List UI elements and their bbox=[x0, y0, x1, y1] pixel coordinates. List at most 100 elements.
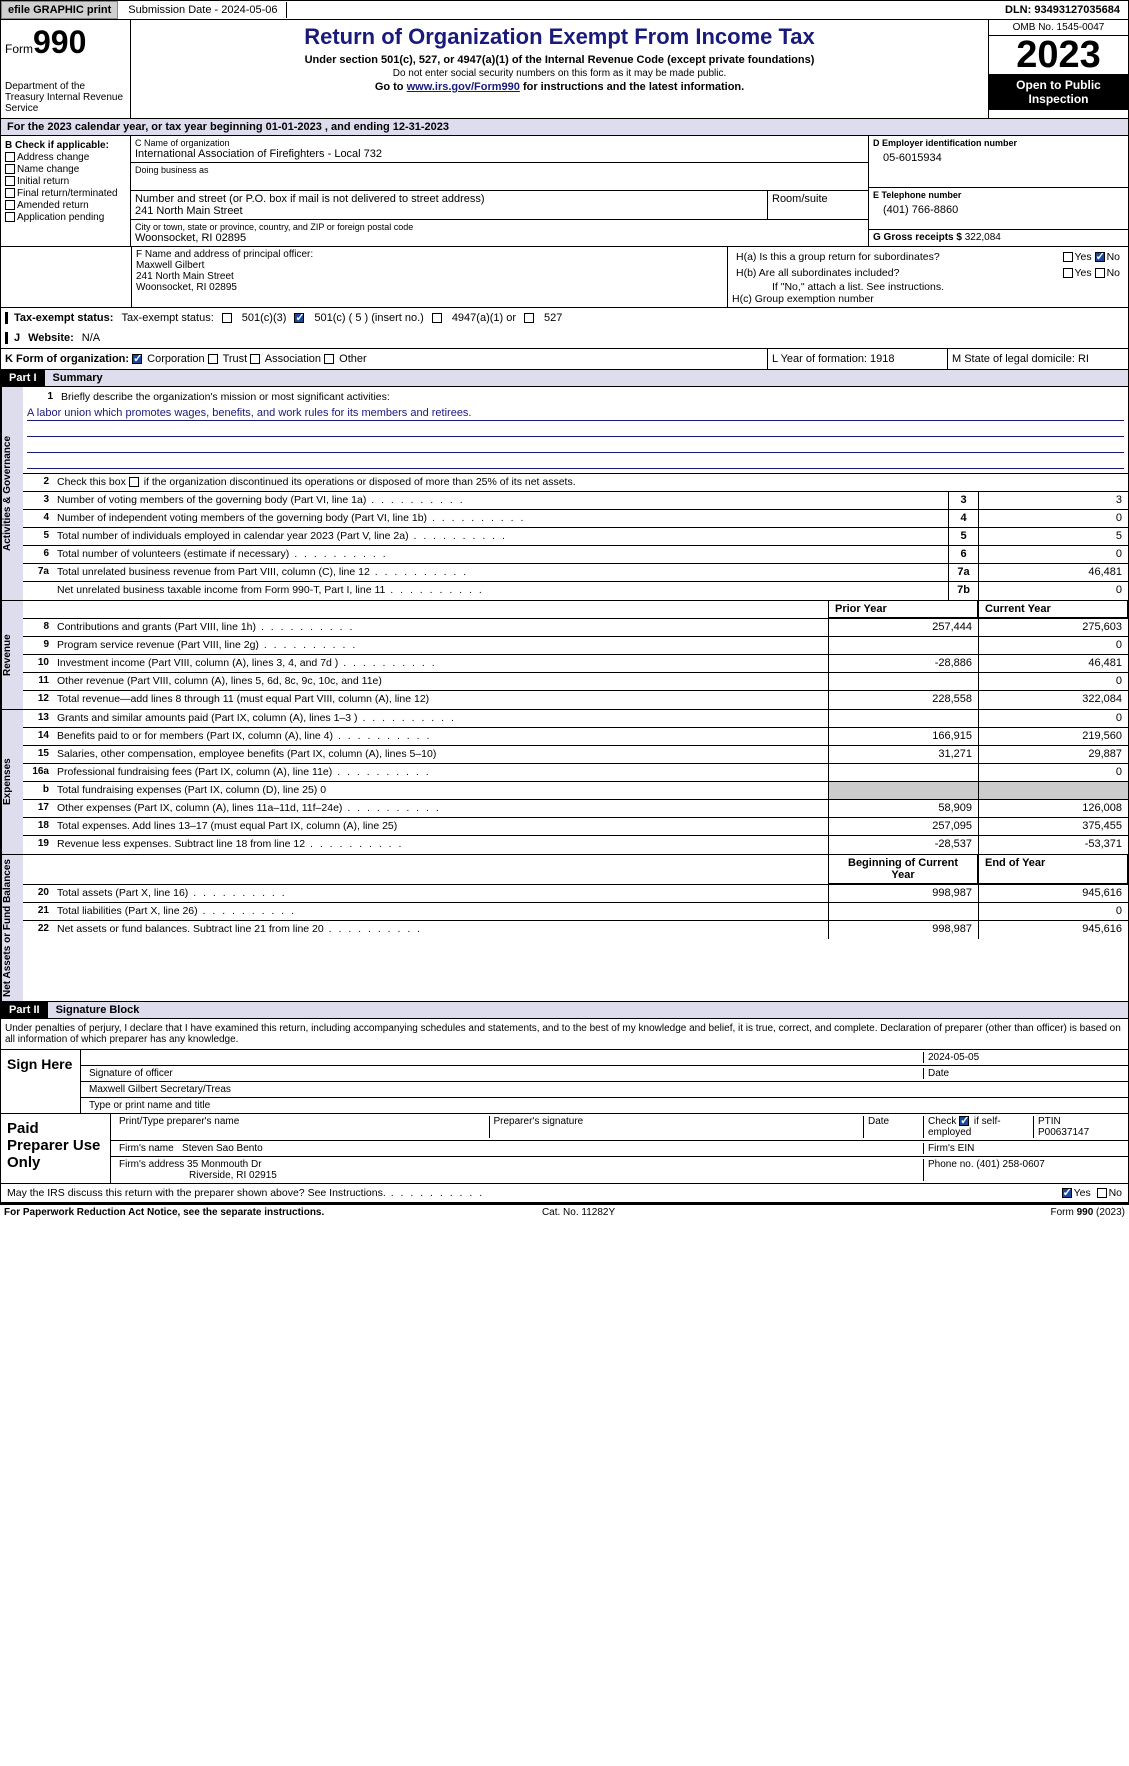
phone-label: E Telephone number bbox=[873, 190, 1124, 200]
efile-print-button[interactable]: efile GRAPHIC print bbox=[1, 1, 118, 19]
sign-here-label: Sign Here bbox=[1, 1050, 81, 1113]
gross-receipts-label: G Gross receipts $ bbox=[873, 232, 962, 243]
line-18: Total expenses. Add lines 13–17 (must eq… bbox=[53, 818, 828, 835]
line-3: Number of voting members of the governin… bbox=[53, 492, 948, 509]
p19: -28,537 bbox=[828, 836, 978, 854]
part1-title: Summary bbox=[45, 370, 1128, 386]
chk-name-change[interactable]: Name change bbox=[5, 164, 126, 175]
room-label: Room/suite bbox=[772, 193, 864, 205]
department: Department of the Treasury Internal Reve… bbox=[5, 81, 126, 114]
discuss-question: May the IRS discuss this return with the… bbox=[7, 1187, 484, 1199]
chk-assoc[interactable] bbox=[250, 354, 260, 364]
p17: 58,909 bbox=[828, 800, 978, 817]
ha-no[interactable] bbox=[1095, 252, 1105, 262]
submission-date: Submission Date - 2024-05-06 bbox=[120, 2, 286, 18]
c14: 219,560 bbox=[978, 728, 1128, 745]
h-a-question: H(a) Is this a group return for subordin… bbox=[736, 251, 1000, 263]
date-lbl: Date bbox=[924, 1068, 1124, 1079]
year-formation: L Year of formation: 1918 bbox=[768, 349, 948, 369]
vtab-revenue: Revenue bbox=[1, 601, 23, 709]
p8: 257,444 bbox=[828, 619, 978, 636]
chk-trust[interactable] bbox=[208, 354, 218, 364]
org-name-label: C Name of organization bbox=[135, 138, 864, 148]
dba-label: Doing business as bbox=[135, 165, 864, 175]
phone: (401) 766-8860 bbox=[873, 200, 1124, 216]
discuss-yes[interactable] bbox=[1062, 1188, 1072, 1198]
mission-label: Briefly describe the organization's miss… bbox=[57, 389, 1124, 405]
prep-date-lbl: Date bbox=[864, 1116, 924, 1138]
sign-date: 2024-05-05 bbox=[924, 1052, 1124, 1063]
chk-amended-return[interactable]: Amended return bbox=[5, 200, 126, 211]
city: Woonsocket, RI 02895 bbox=[135, 232, 864, 244]
c18: 375,455 bbox=[978, 818, 1128, 835]
chk-501c3[interactable] bbox=[222, 313, 232, 323]
line-10: Investment income (Part VIII, column (A)… bbox=[53, 655, 828, 672]
line-22: Net assets or fund balances. Subtract li… bbox=[53, 921, 828, 939]
line-14: Benefits paid to or for members (Part IX… bbox=[53, 728, 828, 745]
part2-header: Part II bbox=[1, 1002, 48, 1018]
line-5: Total number of individuals employed in … bbox=[53, 528, 948, 545]
officer-name: Maxwell Gilbert bbox=[136, 260, 723, 271]
sig-officer-lbl: Signature of officer bbox=[85, 1068, 924, 1079]
gross-receipts: 322,084 bbox=[965, 232, 1001, 243]
chk-final-return[interactable]: Final return/terminated bbox=[5, 188, 126, 199]
p14: 166,915 bbox=[828, 728, 978, 745]
chk-527[interactable] bbox=[524, 313, 534, 323]
line-19: Revenue less expenses. Subtract line 18 … bbox=[53, 836, 828, 854]
paperwork-notice: For Paperwork Reduction Act Notice, see … bbox=[4, 1207, 324, 1218]
line-17: Other expenses (Part IX, column (A), lin… bbox=[53, 800, 828, 817]
form-header: Form990 Department of the Treasury Inter… bbox=[0, 20, 1129, 119]
chk-application-pending[interactable]: Application pending bbox=[5, 212, 126, 223]
hb-no[interactable] bbox=[1095, 268, 1105, 278]
c8: 275,603 bbox=[978, 619, 1128, 636]
line-16b: Total fundraising expenses (Part IX, col… bbox=[53, 782, 828, 799]
line-20: Total assets (Part X, line 16) bbox=[53, 885, 828, 902]
firm-ein-lbl: Firm's EIN bbox=[924, 1143, 1124, 1154]
chk-501c[interactable] bbox=[294, 313, 304, 323]
discuss-no[interactable] bbox=[1097, 1188, 1107, 1198]
line-16a: Professional fundraising fees (Part IX, … bbox=[53, 764, 828, 781]
chk-self-employed[interactable] bbox=[959, 1116, 969, 1126]
p13 bbox=[828, 710, 978, 727]
val-5: 5 bbox=[978, 528, 1128, 545]
c12: 322,084 bbox=[978, 691, 1128, 709]
val-7a: 46,481 bbox=[978, 564, 1128, 581]
p22: 998,987 bbox=[828, 921, 978, 939]
form990-link[interactable]: www.irs.gov/Form990 bbox=[407, 81, 520, 93]
line-7b: Net unrelated business taxable income fr… bbox=[53, 582, 948, 600]
ein-label: D Employer identification number bbox=[873, 138, 1124, 148]
line-15: Salaries, other compensation, employee b… bbox=[53, 746, 828, 763]
i-label: Tax-exempt status: bbox=[5, 312, 113, 324]
line-13: Grants and similar amounts paid (Part IX… bbox=[53, 710, 828, 727]
type-print-lbl: Type or print name and title bbox=[85, 1100, 214, 1111]
c11: 0 bbox=[978, 673, 1128, 690]
p16a bbox=[828, 764, 978, 781]
line-7a: Total unrelated business revenue from Pa… bbox=[53, 564, 948, 581]
c17: 126,008 bbox=[978, 800, 1128, 817]
chk-address-change[interactable]: Address change bbox=[5, 152, 126, 163]
j-label: J bbox=[5, 332, 20, 344]
chk-other[interactable] bbox=[324, 354, 334, 364]
dln: DLN: 93493127035684 bbox=[997, 2, 1128, 18]
ha-yes[interactable] bbox=[1063, 252, 1073, 262]
chk-corp[interactable] bbox=[132, 354, 142, 364]
city-label: City or town, state or province, country… bbox=[135, 222, 864, 232]
org-name: International Association of Firefighter… bbox=[135, 148, 864, 160]
hb-yes[interactable] bbox=[1063, 268, 1073, 278]
ein: 05-6015934 bbox=[873, 148, 1124, 164]
paid-preparer-label: Paid Preparer Use Only bbox=[1, 1114, 111, 1183]
chk-4947[interactable] bbox=[432, 313, 442, 323]
vtab-governance: Activities & Governance bbox=[1, 387, 23, 600]
line-4: Number of independent voting members of … bbox=[53, 510, 948, 527]
line-11: Other revenue (Part VIII, column (A), li… bbox=[53, 673, 828, 690]
officer-addr2: Woonsocket, RI 02895 bbox=[136, 282, 723, 293]
line-9: Program service revenue (Part VIII, line… bbox=[53, 637, 828, 654]
val-3: 3 bbox=[978, 492, 1128, 509]
mission-text: A labor union which promotes wages, bene… bbox=[27, 407, 1124, 421]
officer-label: F Name and address of principal officer: bbox=[136, 249, 723, 260]
part1-header: Part I bbox=[1, 370, 45, 386]
prep-name-lbl: Print/Type preparer's name bbox=[115, 1116, 490, 1138]
chk-initial-return[interactable]: Initial return bbox=[5, 176, 126, 187]
open-public: Open to Public Inspection bbox=[989, 74, 1128, 110]
chk-discontinued[interactable] bbox=[129, 477, 139, 487]
